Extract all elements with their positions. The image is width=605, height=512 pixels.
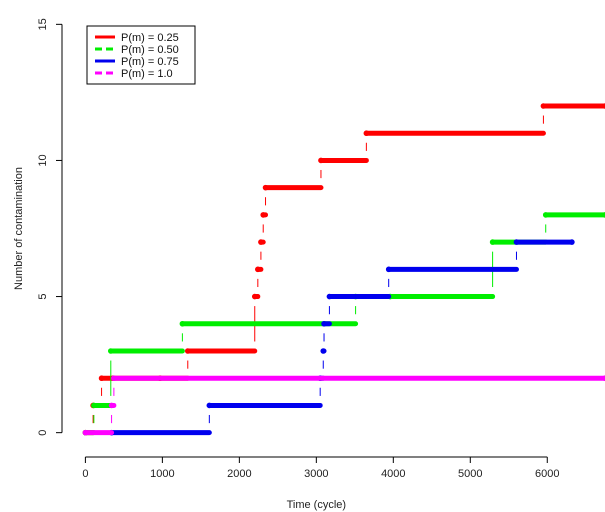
series-point bbox=[321, 320, 327, 327]
series-point bbox=[318, 157, 324, 164]
series-point bbox=[107, 348, 114, 354]
series-point bbox=[98, 375, 105, 382]
series-point bbox=[206, 402, 213, 409]
legend: P(m) = 0.25P(m) = 0.50P(m) = 0.75P(m) = … bbox=[86, 25, 196, 85]
series-point bbox=[251, 293, 258, 300]
series-point bbox=[569, 239, 575, 245]
series-layer bbox=[82, 103, 605, 436]
series-point bbox=[258, 239, 264, 245]
x-tick-label: 5000 bbox=[458, 468, 482, 480]
series-point bbox=[82, 429, 89, 436]
series-point bbox=[179, 320, 186, 327]
legend-label: P(m) = 1.0 bbox=[121, 68, 173, 80]
series-point bbox=[513, 239, 520, 245]
series-point bbox=[320, 348, 327, 354]
y-axis-title: Number of contamination bbox=[13, 167, 25, 290]
x-tick-label: 0 bbox=[82, 468, 88, 480]
x-tick-label: 2000 bbox=[227, 468, 251, 480]
series-point bbox=[489, 239, 496, 245]
series-3 bbox=[108, 239, 575, 436]
series-point bbox=[255, 266, 261, 273]
y-tick-label: 10 bbox=[37, 154, 49, 166]
y-tick-label: 15 bbox=[37, 18, 49, 30]
x-ticks: 0 1000 2000 3000 4000 5000 6000 bbox=[82, 457, 560, 480]
x-tick-label: 6000 bbox=[535, 468, 559, 480]
y-tick-label: 5 bbox=[37, 293, 49, 299]
series-point bbox=[385, 266, 392, 273]
series-point bbox=[111, 375, 117, 382]
series-point bbox=[262, 184, 269, 191]
x-tick-label: 1000 bbox=[150, 468, 174, 480]
legend-label: P(m) = 0.25 bbox=[121, 32, 179, 44]
series-point bbox=[363, 130, 370, 137]
series-point bbox=[184, 348, 191, 354]
y-tick-label: 0 bbox=[37, 430, 49, 436]
legend-label: P(m) = 0.50 bbox=[121, 44, 179, 56]
y-ticks: 0 5 10 15 bbox=[37, 18, 62, 436]
series-point bbox=[260, 212, 267, 218]
series-point bbox=[326, 293, 333, 300]
series-2 bbox=[82, 212, 605, 436]
series-1 bbox=[82, 103, 605, 436]
x-tick-label: 4000 bbox=[381, 468, 405, 480]
x-tick-label: 3000 bbox=[304, 468, 328, 480]
axes-layer bbox=[61, 24, 548, 458]
legend-label: P(m) = 0.75 bbox=[121, 56, 179, 68]
series-point bbox=[542, 212, 549, 218]
series-point bbox=[91, 402, 97, 409]
series-point bbox=[540, 103, 547, 109]
x-axis-title: Time (cycle) bbox=[287, 499, 346, 511]
legend-entries: P(m) = 0.25P(m) = 0.50P(m) = 0.75P(m) = … bbox=[95, 32, 179, 80]
series-point bbox=[108, 402, 115, 409]
series-4 bbox=[82, 375, 605, 436]
